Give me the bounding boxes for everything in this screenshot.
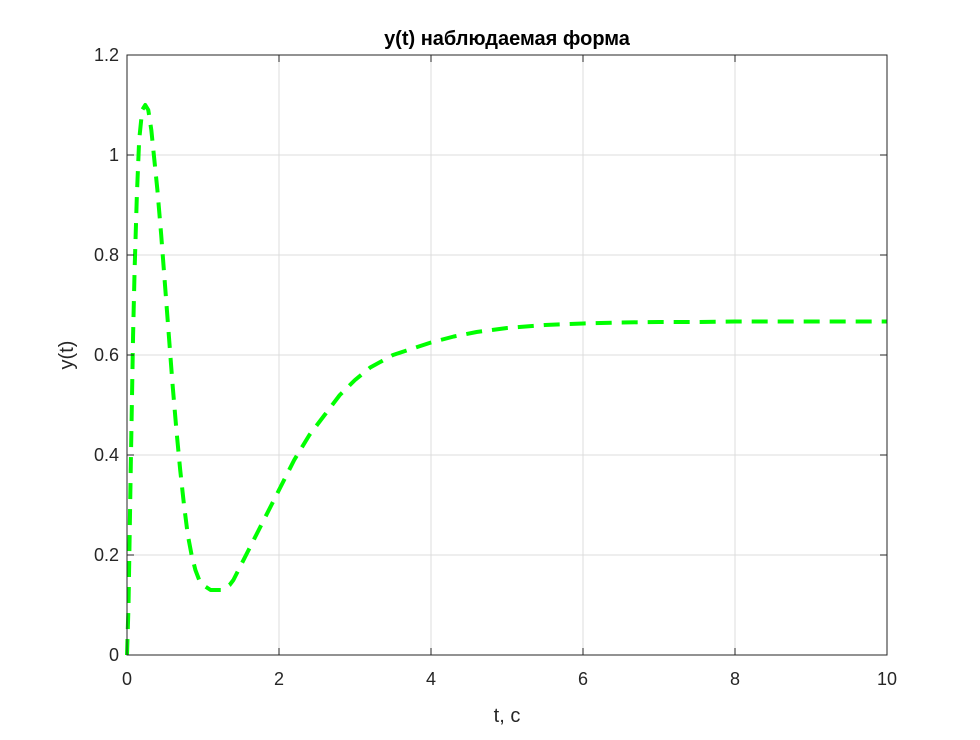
y-tick-label: 0 <box>109 645 119 665</box>
y-axis-label: y(t) <box>56 341 78 370</box>
y-tick-label: 0.4 <box>94 445 119 465</box>
x-tick-label: 6 <box>578 669 588 689</box>
y-tick-label: 1.2 <box>94 45 119 65</box>
y-tick-label: 0.8 <box>94 245 119 265</box>
y-tick-label: 1 <box>109 145 119 165</box>
chart-title: y(t) наблюдаемая форма <box>384 28 631 50</box>
x-axis-label: t, c <box>494 705 521 727</box>
series-line <box>125 103 887 656</box>
x-tick-label: 2 <box>274 669 284 689</box>
x-tick-label: 0 <box>122 669 132 689</box>
x-tick-label: 10 <box>877 669 897 689</box>
series-layer <box>125 103 887 656</box>
x-tick-label: 4 <box>426 669 436 689</box>
y-tick-label: 0.6 <box>94 345 119 365</box>
y-tick-label: 0.2 <box>94 545 119 565</box>
ticks: 0 2 4 6 8 10 0 0.2 0.4 0.6 0.8 1 1.2 <box>94 45 897 689</box>
x-tick-label: 8 <box>730 669 740 689</box>
